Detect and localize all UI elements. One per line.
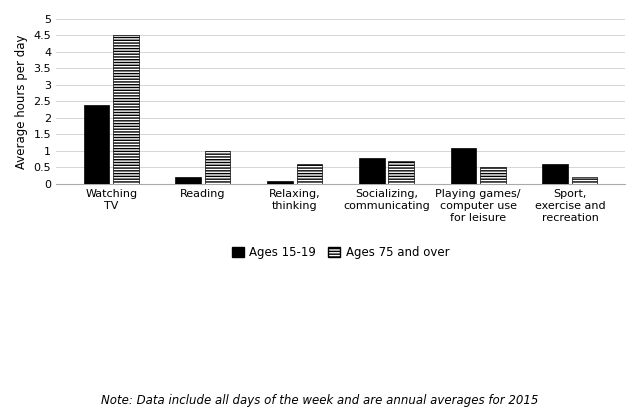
Legend: Ages 15-19, Ages 75 and over: Ages 15-19, Ages 75 and over xyxy=(227,241,454,264)
Bar xyxy=(359,157,385,184)
Bar xyxy=(175,177,201,184)
Bar xyxy=(480,167,506,184)
Y-axis label: Average hours per day: Average hours per day xyxy=(15,34,28,169)
Bar xyxy=(451,148,476,184)
Bar xyxy=(543,164,568,184)
Bar xyxy=(205,151,230,184)
Text: Note: Data include all days of the week and are annual averages for 2015: Note: Data include all days of the week … xyxy=(101,394,539,407)
Bar xyxy=(388,161,414,184)
Bar xyxy=(267,180,293,184)
Bar xyxy=(84,105,109,184)
Bar xyxy=(113,35,139,184)
Bar xyxy=(572,177,598,184)
Bar xyxy=(296,164,322,184)
